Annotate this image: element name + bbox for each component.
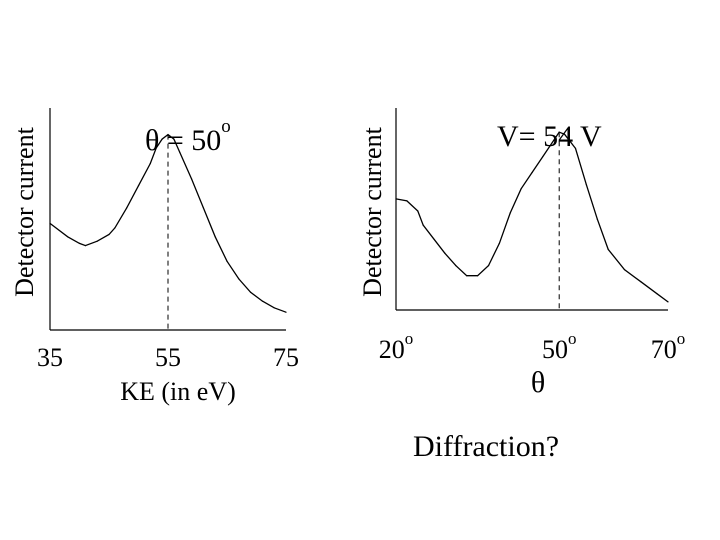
- chart-theta-data-point: [574, 147, 577, 149]
- chart-theta-data-point: [395, 198, 397, 200]
- chart-ke-data-point: [273, 307, 275, 309]
- chart-ke-series-line: [49, 133, 287, 313]
- chart-ke-data-point: [126, 207, 128, 209]
- chart-theta-data-point: [487, 265, 490, 267]
- chart-theta-data-point: [531, 172, 533, 174]
- chart-theta-data-point: [623, 269, 626, 271]
- chart-theta-data-point: [422, 224, 424, 226]
- chart-ke: Detector current θ = 50o 35 55 75 KE (in…: [10, 108, 299, 406]
- chart-ke-data-point: [108, 233, 110, 236]
- chart-ke-ylabel: Detector current: [10, 126, 39, 296]
- chart-ke-data-point: [202, 207, 204, 209]
- chart-theta-data-point: [444, 252, 446, 254]
- chart-ke-data-point: [114, 227, 116, 229]
- chart-ke-title: θ = 50o: [145, 116, 231, 157]
- chart-theta-title: V= 54 V: [497, 120, 602, 153]
- chart-theta-series-line: [395, 131, 669, 303]
- chart-theta-data-point: [509, 212, 511, 214]
- caption: Diffraction?: [413, 430, 560, 463]
- chart-theta-data-point: [498, 242, 500, 244]
- chart-theta-data-point: [553, 139, 555, 141]
- chart-ke-data-point: [155, 147, 157, 149]
- chart-theta-data-point: [520, 188, 522, 190]
- chart-ke-tick-label-35: 35: [37, 343, 63, 372]
- chart-theta-data-point: [477, 275, 479, 277]
- chart-theta-data-point: [667, 301, 669, 303]
- chart-ke-data-point: [84, 245, 86, 247]
- chart-ke-data-point: [137, 185, 140, 187]
- chart-ke-data-point: [238, 278, 240, 280]
- chart-ke-data-point: [67, 236, 69, 238]
- chart-ke-tick-label-75: 75: [273, 343, 299, 372]
- chart-theta-ylabel: Detector current: [358, 126, 387, 296]
- chart-ke-data-point: [149, 162, 151, 165]
- chart-ke-data-point: [161, 138, 163, 140]
- chart-theta-data-point: [558, 131, 560, 133]
- chart-theta-data-point: [564, 133, 566, 135]
- chart-ke-data-point: [261, 300, 263, 302]
- chart-ke-data-point: [179, 151, 181, 153]
- chart-theta-data-point: [542, 155, 544, 158]
- chart-ke-xlabel: KE (in eV): [120, 377, 236, 406]
- chart-ke-data-point: [285, 311, 287, 313]
- chart-theta-xlabel: θ: [531, 366, 545, 399]
- chart-theta-data-point: [417, 210, 419, 212]
- chart-ke-data-point: [250, 291, 252, 293]
- chart-theta-data-point: [455, 265, 457, 267]
- chart-ke-data-point: [214, 236, 216, 238]
- chart-theta-data-point: [656, 293, 658, 295]
- chart-theta-data-point: [433, 238, 435, 240]
- chart-ke-data-point: [78, 242, 81, 244]
- chart-theta-tick-label-20: 20o: [379, 329, 414, 364]
- chart-ke-data-point: [226, 260, 228, 262]
- chart-theta-tick-label-70: 70o: [651, 329, 686, 364]
- chart-ke-tick-label-55: 55: [155, 343, 181, 372]
- chart-ke-data-point: [49, 222, 51, 224]
- chart-ke-data-point: [96, 240, 98, 242]
- chart-ke-title-degree: o: [221, 116, 231, 137]
- chart-theta: Detector current V= 54 V 20o 50o 70o θ: [358, 108, 685, 399]
- chart-theta-data-point: [596, 218, 598, 220]
- chart-theta-data-point: [607, 248, 609, 250]
- chart-theta-data-point: [466, 275, 468, 277]
- chart-theta-points: [395, 131, 669, 303]
- chart-ke-data-point: [167, 134, 169, 136]
- chart-ke-title-text: θ = 50: [145, 124, 221, 157]
- chart-theta-data-point: [406, 200, 408, 202]
- chart-theta-tick-label-50: 50o: [542, 329, 577, 364]
- chart-ke-data-point: [191, 178, 193, 180]
- chart-theta-data-point: [585, 184, 588, 186]
- chart-ke-points: [49, 134, 287, 313]
- chart-ke-data-point: [173, 138, 175, 140]
- chart-theta-data-point: [640, 281, 642, 283]
